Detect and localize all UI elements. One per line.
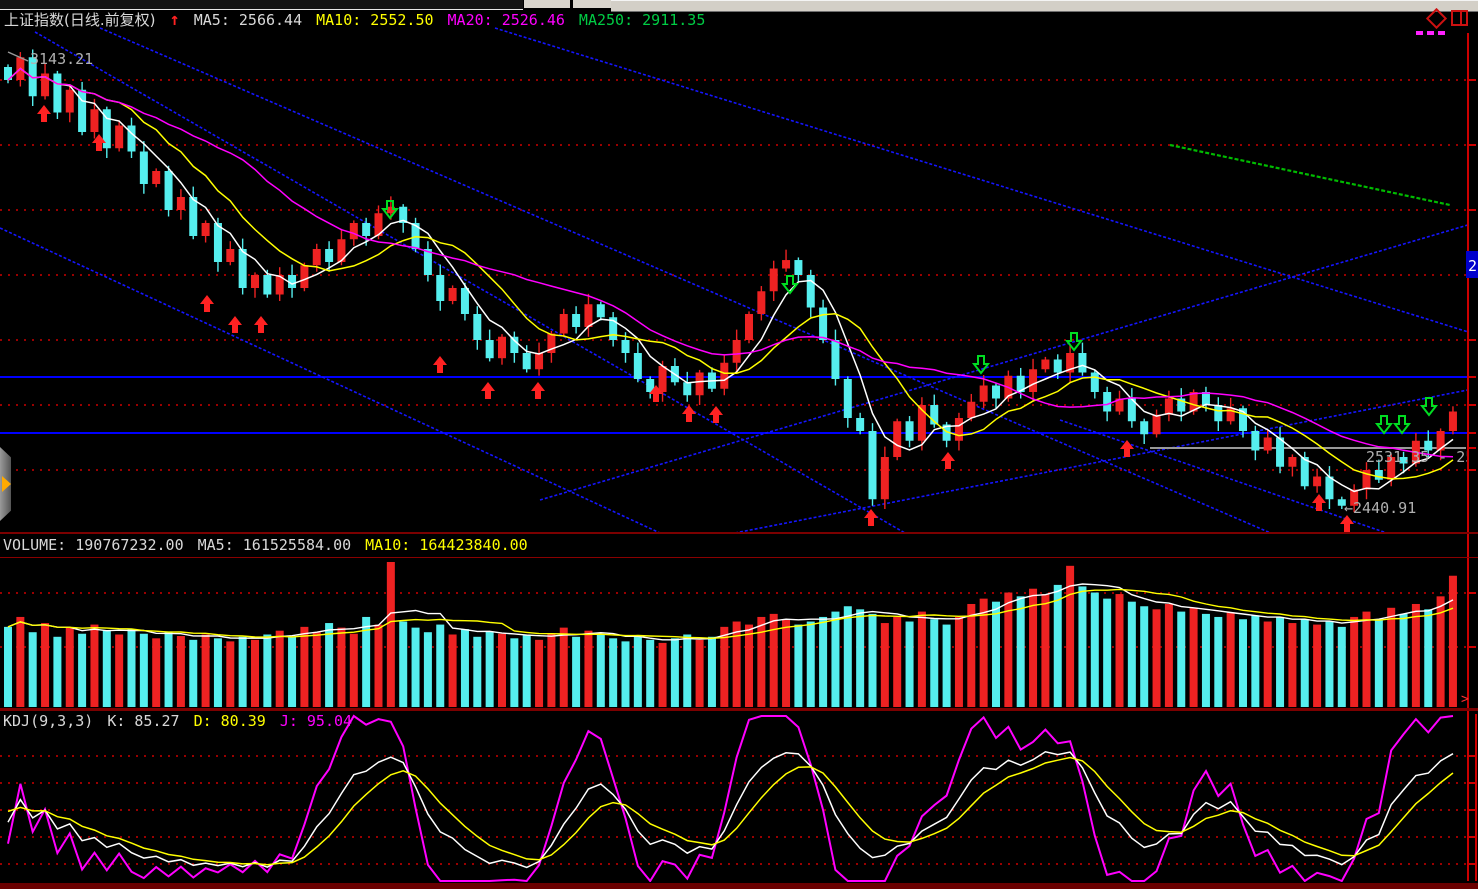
buy-arrow-icon <box>228 316 242 333</box>
ma250-readout: MA250: 2911.35 <box>578 10 706 29</box>
kdj-j-readout: J: 95.04 <box>279 712 353 730</box>
main-volume-separator <box>0 532 1478 534</box>
svg-text:2531.35 - 25: 2531.35 - 25 <box>1366 448 1474 466</box>
volume-scroll-arrow[interactable]: > <box>1461 692 1469 707</box>
grid-layer <box>0 79 1468 865</box>
buy-arrow-icon <box>433 356 447 373</box>
svg-text:←2440.91: ←2440.91 <box>1344 499 1416 517</box>
kdj-d-readout: D: 80.39 <box>193 712 266 730</box>
sell-arrow-icon <box>780 275 800 295</box>
buy-arrow-icon <box>481 382 495 399</box>
sidebar-expand-tab[interactable] <box>0 447 11 521</box>
volume-ma10-readout: MA10: 164423840.00 <box>365 536 528 554</box>
buy-arrow-icon <box>1340 515 1354 532</box>
signal-markers-layer <box>37 105 1439 532</box>
kdj-k-readout: K: 85.27 <box>107 712 180 730</box>
volume-kdj-separator <box>0 708 1478 711</box>
ma10-readout: MA10: 2552.50 <box>316 10 434 29</box>
ma20-readout: MA20: 2526.46 <box>447 10 565 29</box>
price-pane-header: 上证指数(日线.前复权) ↑ MA5: 2566.44 MA10: 2552.5… <box>4 9 705 30</box>
volume-plot-top-border <box>0 557 1478 558</box>
sell-arrow-icon <box>380 200 400 220</box>
trendline-layer <box>0 27 1468 532</box>
buy-arrow-icon <box>531 382 545 399</box>
buy-arrow-icon <box>254 316 268 333</box>
buy-arrow-icon <box>92 134 106 151</box>
buy-arrow-icon <box>37 105 51 122</box>
restore-window-icon[interactable] <box>1451 10 1468 26</box>
ma5-readout: MA5: 2566.44 <box>193 10 303 29</box>
menu-dots-icon[interactable] <box>1416 31 1445 35</box>
window-controls <box>1425 7 1468 29</box>
volume-layer <box>4 562 1457 707</box>
sell-arrow-icon <box>1374 415 1394 435</box>
sell-arrow-icon <box>971 355 991 375</box>
buy-arrow-icon <box>864 509 878 526</box>
sell-arrow-icon <box>1392 415 1412 435</box>
buy-arrow-icon <box>709 406 723 423</box>
sell-arrow-icon <box>1419 397 1439 417</box>
bottom-border-bar <box>0 883 1478 889</box>
diamond-icon[interactable] <box>1425 7 1448 29</box>
buy-arrow-icon <box>1312 494 1326 511</box>
buy-arrow-icon <box>941 452 955 469</box>
top-window-strip-light <box>611 0 1478 12</box>
instrument-title: 上证指数(日线.前复权) <box>4 11 156 29</box>
price-axis <box>1466 33 1478 881</box>
buy-arrow-icon <box>1120 440 1134 457</box>
top-strip-button-2[interactable] <box>573 0 611 8</box>
top-strip-button-1[interactable] <box>524 0 570 8</box>
buy-arrow-icon <box>682 405 696 422</box>
volume-pane-header: VOLUME: 190767232.00 MA5: 161525584.00 M… <box>3 536 528 554</box>
top-window-strip-dark <box>0 0 523 10</box>
volume-readout: VOLUME: 190767232.00 <box>3 536 184 554</box>
candles-layer <box>4 49 1457 513</box>
trend-up-arrow-icon: ↑ <box>169 9 180 30</box>
kdj-layer <box>7 714 1454 882</box>
svg-text:3143.21: 3143.21 <box>30 50 93 68</box>
svg-text:2: 2 <box>1468 257 1477 275</box>
buy-arrow-icon <box>200 295 214 312</box>
kdj-pane-header: KDJ(9,3,3) K: 85.27 D: 80.39 J: 95.04 <box>3 712 352 730</box>
sell-arrow-icon <box>1064 332 1084 352</box>
axis-price-badge <box>1466 251 1478 278</box>
kdj-indicator-name: KDJ(9,3,3) <box>3 712 94 730</box>
expand-arrow-icon <box>2 476 11 492</box>
buy-arrow-icon <box>649 385 663 402</box>
volume-ma5-readout: MA5: 161525584.00 <box>197 536 352 554</box>
